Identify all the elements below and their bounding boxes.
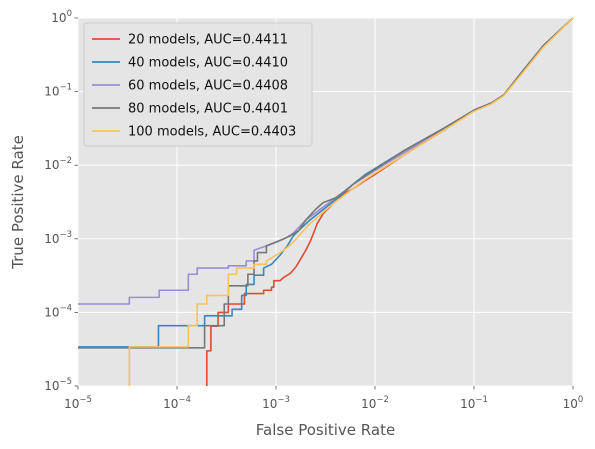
- y-tick-label: 10−2: [44, 156, 72, 172]
- y-axis-label: True Positive Rate: [9, 135, 27, 270]
- legend-entry: 40 models, AUC=0.4410: [128, 56, 288, 71]
- x-tick-label: 10−3: [262, 395, 290, 411]
- x-tick-label: 10−4: [163, 395, 191, 411]
- y-tick-label: 10−4: [44, 303, 72, 319]
- y-tick-label: 100: [51, 9, 72, 25]
- legend-entry: 80 models, AUC=0.4401: [128, 102, 288, 117]
- legend: 20 models, AUC=0.4411 40 models, AUC=0.44…: [84, 23, 312, 146]
- y-tick-label: 10−5: [44, 377, 72, 393]
- y-tick-label: 10−3: [44, 230, 72, 246]
- x-tick-label: 10−2: [361, 395, 389, 411]
- legend-entry: 20 models, AUC=0.4411: [128, 33, 288, 48]
- legend-entry: 60 models, AUC=0.4408: [128, 79, 288, 94]
- x-tick-label: 100: [563, 395, 584, 411]
- x-axis-ticks: 10−5 10−4 10−3 10−2 10−1 100: [64, 386, 583, 411]
- y-axis-ticks: 10−5 10−4 10−3 10−2 10−1 100: [44, 9, 78, 393]
- y-tick-label: 10−1: [44, 83, 72, 99]
- legend-entry: 100 models, AUC=0.4403: [128, 125, 296, 140]
- x-tick-label: 10−5: [64, 395, 92, 411]
- x-tick-label: 10−1: [460, 395, 488, 411]
- x-axis-label: False Positive Rate: [256, 421, 395, 439]
